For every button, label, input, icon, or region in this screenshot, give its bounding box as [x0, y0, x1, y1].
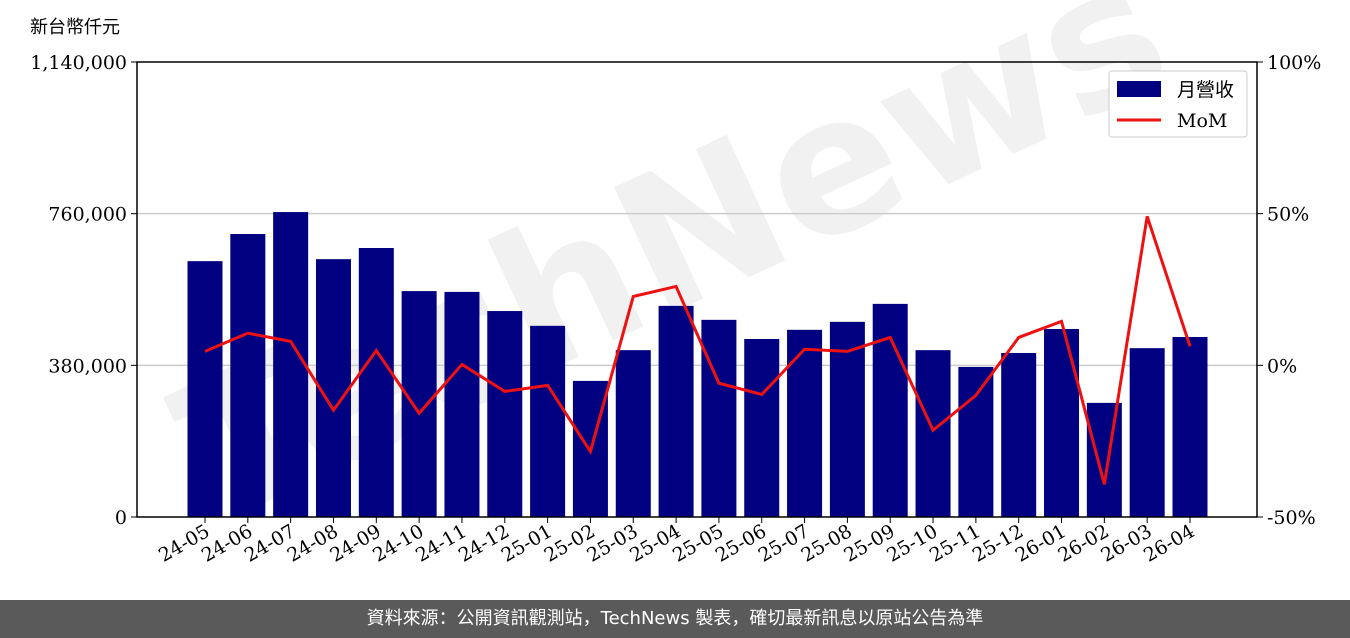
- plot-frame: [136, 61, 1258, 518]
- bar: [1044, 329, 1080, 517]
- bar: [530, 325, 566, 517]
- bar: [829, 321, 865, 517]
- bar: [273, 212, 309, 517]
- legend-label: 月營收: [1177, 79, 1234, 101]
- legend: 月營收 MoM: [1108, 70, 1248, 138]
- bar: [615, 350, 651, 517]
- y-tick-label: 0: [115, 507, 127, 529]
- bar: [230, 234, 266, 518]
- bar: [915, 350, 951, 517]
- bar: [658, 305, 694, 517]
- legend-label: MoM: [1177, 110, 1227, 132]
- bar: [315, 259, 351, 517]
- footer: 資料來源：公開資訊觀測站，TechNews 製表，確切最新訊息以原站公告為準: [0, 600, 1350, 638]
- bar: [358, 247, 394, 518]
- bar: [487, 311, 523, 517]
- bar: [744, 338, 780, 517]
- y2-tick-label: -50%: [1267, 507, 1316, 529]
- mom-line: [204, 215, 1192, 485]
- legend-swatch: [1117, 81, 1161, 97]
- bar: [187, 261, 223, 517]
- bar: [872, 303, 908, 517]
- y-tick-label: 380,000: [48, 355, 127, 377]
- bar: [1129, 348, 1165, 517]
- y2-tick-label: 100%: [1267, 52, 1321, 74]
- x-tick-label: 26-04: [1140, 520, 1198, 566]
- y2-tick-label: 0%: [1267, 355, 1297, 377]
- y-tick-label: 1,140,000: [30, 52, 127, 74]
- bar: [787, 329, 823, 517]
- bar: [701, 319, 737, 517]
- y-axis-label: 新台幣仟元: [30, 17, 120, 38]
- bar: [1001, 352, 1037, 517]
- chart: 新台幣仟元 TechNews 0380,000760,0001,140,000-…: [30, 0, 1321, 567]
- bar: [401, 291, 437, 517]
- y2-tick-label: 50%: [1267, 204, 1309, 226]
- bar: [1172, 336, 1208, 517]
- bar: [958, 366, 994, 517]
- bar: [1086, 402, 1122, 517]
- y-tick-label: 760,000: [48, 204, 127, 226]
- bar: [444, 291, 480, 517]
